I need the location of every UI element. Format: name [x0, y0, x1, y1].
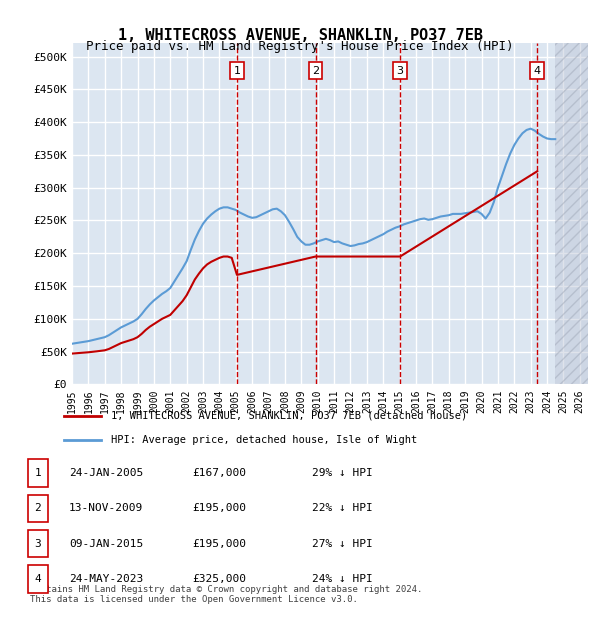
Text: 27% ↓ HPI: 27% ↓ HPI — [312, 539, 373, 549]
Text: 2: 2 — [34, 503, 41, 513]
Text: 13-NOV-2009: 13-NOV-2009 — [69, 503, 143, 513]
Bar — [555, 43, 588, 384]
Text: Price paid vs. HM Land Registry's House Price Index (HPI): Price paid vs. HM Land Registry's House … — [86, 40, 514, 53]
Text: 24-MAY-2023: 24-MAY-2023 — [69, 574, 143, 584]
Text: HPI: Average price, detached house, Isle of Wight: HPI: Average price, detached house, Isle… — [112, 435, 418, 445]
Text: 1, WHITECROSS AVENUE, SHANKLIN, PO37 7EB: 1, WHITECROSS AVENUE, SHANKLIN, PO37 7EB — [118, 28, 482, 43]
Text: 09-JAN-2015: 09-JAN-2015 — [69, 539, 143, 549]
Text: 3: 3 — [397, 66, 404, 76]
Text: 1: 1 — [34, 468, 41, 478]
Text: £195,000: £195,000 — [192, 503, 246, 513]
Text: £195,000: £195,000 — [192, 539, 246, 549]
Text: 24% ↓ HPI: 24% ↓ HPI — [312, 574, 373, 584]
Text: 4: 4 — [533, 66, 541, 76]
Text: Contains HM Land Registry data © Crown copyright and database right 2024.
This d: Contains HM Land Registry data © Crown c… — [30, 585, 422, 604]
Text: 4: 4 — [34, 574, 41, 584]
Text: 22% ↓ HPI: 22% ↓ HPI — [312, 503, 373, 513]
Text: £167,000: £167,000 — [192, 468, 246, 478]
Text: £325,000: £325,000 — [192, 574, 246, 584]
Text: 1, WHITECROSS AVENUE, SHANKLIN, PO37 7EB (detached house): 1, WHITECROSS AVENUE, SHANKLIN, PO37 7EB… — [112, 410, 467, 420]
Text: 29% ↓ HPI: 29% ↓ HPI — [312, 468, 373, 478]
Text: 3: 3 — [34, 539, 41, 549]
Text: 2: 2 — [312, 66, 319, 76]
Text: 24-JAN-2005: 24-JAN-2005 — [69, 468, 143, 478]
Text: 1: 1 — [233, 66, 241, 76]
